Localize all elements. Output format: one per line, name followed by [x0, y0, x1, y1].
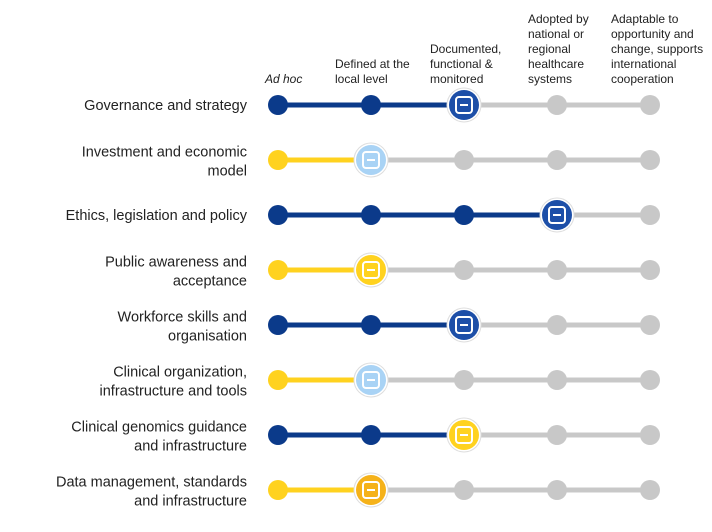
row-label: acceptance	[173, 274, 247, 290]
level-header: local level	[335, 72, 388, 86]
level-dot	[268, 260, 288, 280]
level-dot	[268, 95, 288, 115]
level-header: Ad hoc	[264, 72, 302, 86]
icon-glyph	[362, 151, 380, 169]
maturity-icon	[353, 252, 389, 288]
level-header: Adopted by	[528, 12, 589, 26]
level-header: Adaptable to	[611, 12, 679, 26]
row-label: Ethics, legislation and policy	[66, 208, 248, 224]
maturity-icon	[353, 362, 389, 398]
level-dot	[454, 205, 474, 225]
icon-glyph	[455, 426, 473, 444]
level-dot	[268, 205, 288, 225]
maturity-icon	[446, 307, 482, 343]
level-dot	[361, 205, 381, 225]
row-label: infrastructure and tools	[100, 384, 248, 400]
level-dot	[268, 480, 288, 500]
level-dot	[547, 95, 567, 115]
level-dot	[640, 480, 660, 500]
row-label: and infrastructure	[134, 494, 247, 510]
level-dot	[640, 150, 660, 170]
icon-glyph	[455, 316, 473, 334]
level-header: Defined at the	[335, 57, 410, 71]
row-label: Workforce skills and	[118, 310, 247, 326]
maturity-icon	[353, 472, 389, 508]
row-label: and infrastructure	[134, 439, 247, 455]
level-header: international	[611, 57, 676, 71]
level-header: national or	[528, 27, 584, 41]
level-header: cooperation	[611, 72, 674, 86]
level-header: functional &	[430, 57, 493, 71]
row-label: Investment and economic	[82, 145, 247, 161]
level-dot	[547, 315, 567, 335]
level-header: systems	[528, 72, 572, 86]
level-dot	[361, 425, 381, 445]
row-label: Clinical organization,	[113, 365, 247, 381]
maturity-icon	[446, 417, 482, 453]
row-label: Governance and strategy	[84, 98, 248, 114]
level-dot	[547, 425, 567, 445]
row-label: Clinical genomics guidance	[71, 420, 247, 436]
row-label: model	[208, 164, 248, 180]
level-header: regional	[528, 42, 571, 56]
level-dot	[454, 260, 474, 280]
maturity-icon	[353, 142, 389, 178]
level-dot	[268, 370, 288, 390]
level-dot	[268, 150, 288, 170]
level-dot	[547, 150, 567, 170]
icon-glyph	[362, 371, 380, 389]
maturity-icon	[446, 87, 482, 123]
level-dot	[454, 370, 474, 390]
level-dot	[640, 205, 660, 225]
level-header: opportunity and	[611, 27, 694, 41]
level-dot	[361, 95, 381, 115]
icon-glyph	[362, 261, 380, 279]
level-dot	[640, 95, 660, 115]
level-header: monitored	[430, 72, 483, 86]
level-dot	[547, 480, 567, 500]
level-dot	[454, 150, 474, 170]
level-dot	[640, 425, 660, 445]
row-label: Data management, standards	[56, 475, 247, 491]
level-dot	[361, 315, 381, 335]
level-header: healthcare	[528, 57, 584, 71]
level-dot	[268, 315, 288, 335]
icon-glyph	[362, 481, 380, 499]
row-label: organisation	[168, 329, 247, 345]
level-dot	[640, 315, 660, 335]
icon-glyph	[455, 96, 473, 114]
level-dot	[547, 370, 567, 390]
level-header: Documented,	[430, 42, 501, 56]
level-header: change, supports	[611, 42, 703, 56]
row-label: Public awareness and	[105, 255, 247, 271]
level-dot	[640, 260, 660, 280]
level-dot	[640, 370, 660, 390]
level-dot	[454, 480, 474, 500]
level-dot	[547, 260, 567, 280]
icon-glyph	[548, 206, 566, 224]
maturity-icon	[539, 197, 575, 233]
level-dot	[268, 425, 288, 445]
